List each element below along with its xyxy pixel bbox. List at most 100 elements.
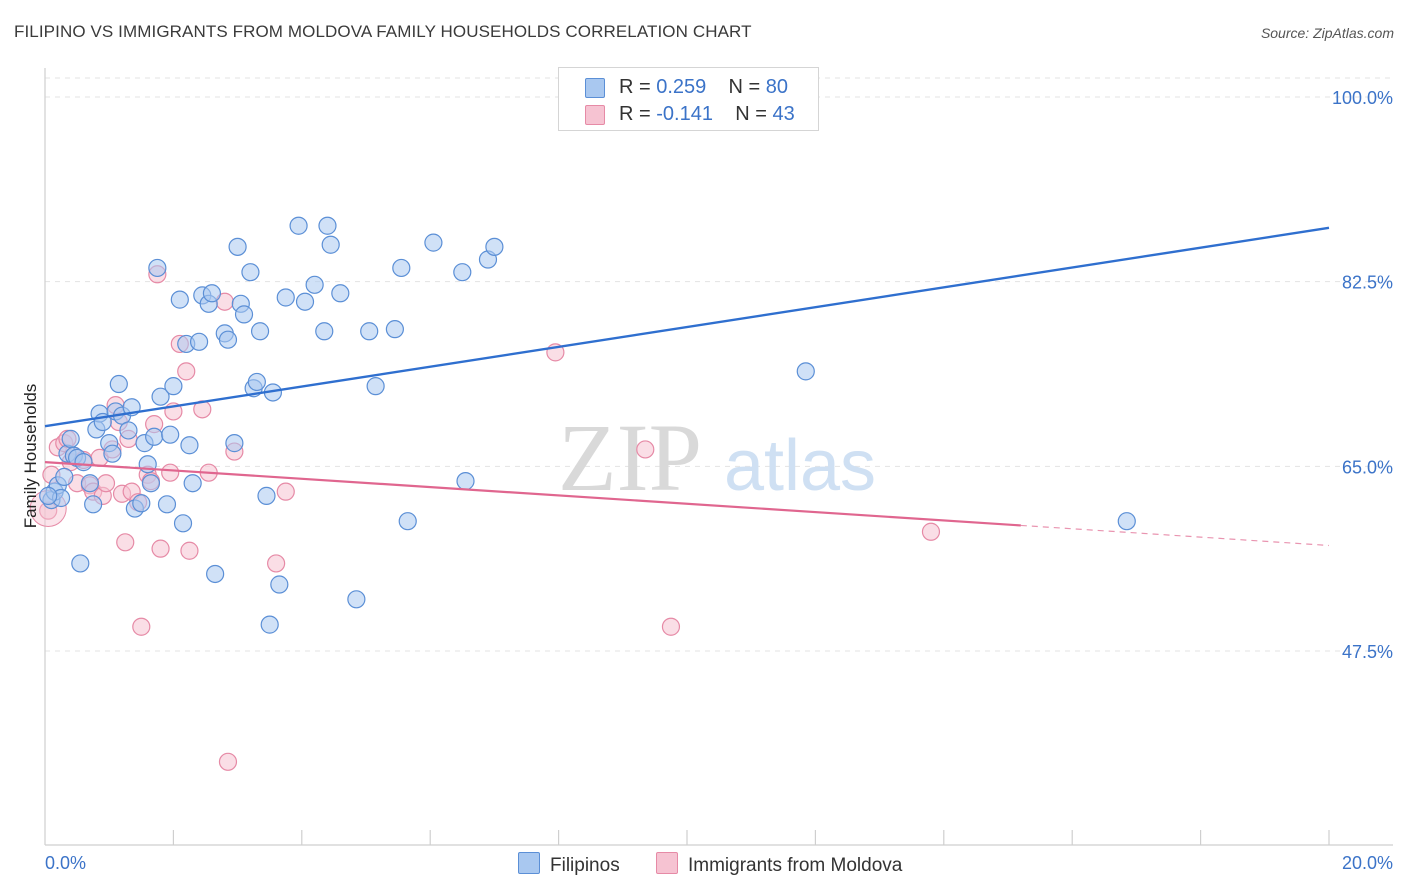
data-point [250, 322, 270, 341]
data-point [295, 292, 315, 311]
trend-line-moldova [44, 461, 1021, 527]
legend-r-value: -0.141 [656, 103, 713, 125]
data-point [347, 590, 366, 609]
bottom-legend-swatch-pink [656, 852, 678, 874]
gridlines [45, 77, 1393, 652]
data-point [189, 332, 209, 351]
data-point [453, 263, 472, 282]
data-point [202, 284, 222, 303]
bottom-legend-label: Immigrants from Moldova [688, 855, 903, 876]
bottom-legend-filipinos: Filipinos [518, 852, 620, 877]
data-point [180, 541, 199, 560]
data-point [661, 617, 681, 636]
data-point [161, 425, 180, 444]
data-point [103, 444, 122, 463]
legend-swatch-blue [585, 78, 605, 98]
data-point [96, 474, 116, 493]
trend-lines [44, 226, 1330, 547]
data-point [392, 258, 411, 278]
data-point [257, 486, 276, 505]
data-point [132, 617, 151, 636]
y-axis-label: Family Households [21, 383, 40, 529]
legend-swatch-pink [585, 105, 605, 125]
data-point [61, 429, 80, 448]
data-point [80, 474, 100, 493]
correlation-legend: R = 0.259 N = 80 R = -0.141 N = 43 [558, 67, 819, 131]
data-point [74, 453, 93, 472]
data-point [315, 322, 334, 341]
data-point [398, 512, 417, 531]
data-point [424, 233, 443, 252]
data-point [55, 467, 74, 486]
data-point [289, 216, 308, 235]
data-point [321, 235, 340, 254]
legend-n-value: 80 [765, 76, 789, 98]
data-point [228, 237, 247, 256]
data-point [456, 472, 475, 491]
data-point [157, 495, 177, 514]
data-point [485, 237, 504, 256]
y-tick-label: 47.5% [1342, 642, 1393, 662]
data-point [331, 284, 350, 303]
chart-title: FILIPINO VS IMMIGRANTS FROM MOLDOVA FAMI… [14, 22, 752, 41]
data-point [218, 752, 238, 771]
data-point [206, 564, 225, 584]
data-point [116, 533, 135, 552]
legend-r-value: 0.259 [656, 76, 707, 98]
data-point [109, 374, 128, 394]
legend-r-label: R = [619, 76, 651, 98]
axes [44, 68, 1393, 846]
watermark-zip: ZIP [558, 404, 702, 511]
data-point [183, 474, 202, 493]
data-point [921, 522, 941, 541]
data-point [84, 495, 103, 514]
data-point [1117, 512, 1136, 531]
data-point [241, 263, 260, 282]
source-credit: Source: ZipAtlas.com [1260, 25, 1394, 41]
data-point [218, 330, 238, 349]
data-point [173, 514, 193, 533]
data-point [267, 554, 286, 573]
y-tick-labels: 47.5% 65.0% 82.5% 100.0% [1332, 88, 1393, 662]
data-point [151, 387, 170, 406]
legend-n-label: N = [728, 76, 761, 98]
data-point [71, 554, 90, 573]
watermark-atlas: atlas [724, 426, 876, 506]
y-tick-label: 82.5% [1342, 273, 1393, 293]
data-point [276, 482, 295, 501]
data-point [305, 275, 324, 294]
data-point [270, 575, 289, 594]
trend-line-moldova-extrapolated [1020, 524, 1330, 547]
y-tick-label: 65.0% [1342, 457, 1393, 477]
data-point [161, 463, 180, 482]
data-point [318, 216, 337, 235]
x-axis-ticks [172, 830, 1330, 845]
data-point [796, 362, 815, 381]
data-point [180, 436, 199, 455]
data-point [164, 377, 183, 396]
watermark: ZIP atlas [558, 404, 876, 511]
data-point [132, 494, 151, 513]
series-moldova-points [29, 265, 941, 771]
data-point [360, 322, 379, 341]
bottom-legend-label: Filipinos [550, 855, 620, 876]
data-point [170, 290, 189, 309]
x-tick-label-min: 0.0% [45, 853, 86, 873]
data-point [247, 372, 266, 392]
legend-n-value: 43 [772, 103, 795, 125]
trend-line-filipinos [44, 226, 1330, 428]
data-point [366, 377, 385, 396]
data-point [385, 320, 404, 339]
y-tick-label: 100.0% [1332, 88, 1393, 108]
data-point [636, 440, 655, 459]
bottom-legend-moldova: Immigrants from Moldova [656, 852, 902, 877]
data-point [148, 258, 167, 278]
legend-n-label: N = [735, 103, 767, 125]
data-point [39, 486, 58, 505]
x-tick-label-max: 20.0% [1342, 853, 1393, 873]
data-point [276, 288, 295, 307]
legend-r-label: R = [619, 103, 651, 125]
data-point [225, 434, 244, 453]
data-point [260, 615, 279, 634]
